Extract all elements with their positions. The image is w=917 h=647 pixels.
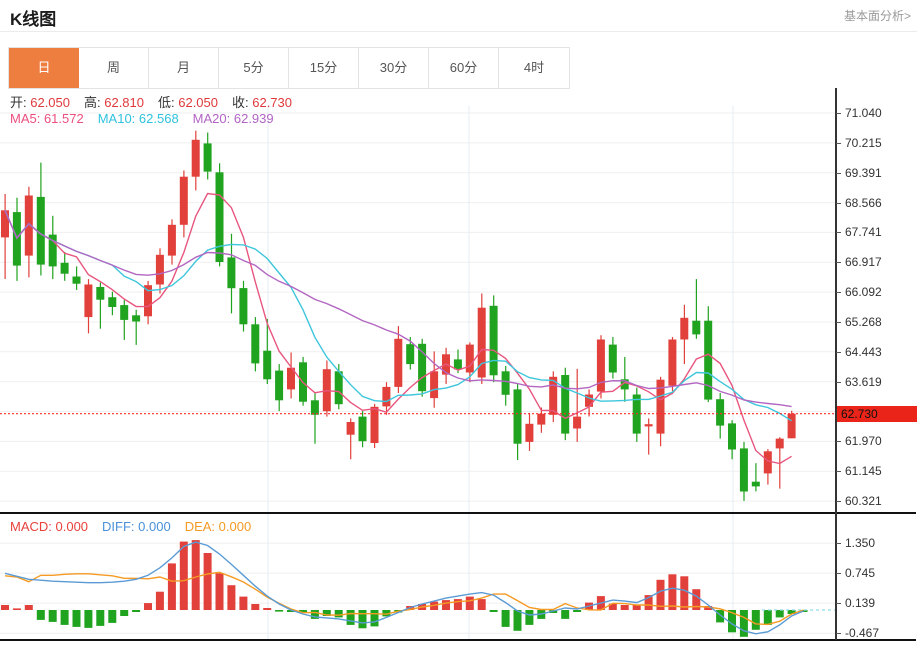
legend-item: MACD: 0.000 <box>10 519 89 534</box>
y-axis-label: -0.467 <box>845 626 880 640</box>
legend-item: 收: 62.730 <box>232 95 292 110</box>
axis-tick <box>836 292 841 293</box>
y-axis-label: 0.139 <box>845 596 876 610</box>
macd-legend: MACD: 0.000 DIFF: 0.000 DEA: 0.000 <box>10 519 265 534</box>
legend-item: MA20: 62.939 <box>192 111 274 126</box>
legend-item: 高: 62.810 <box>84 95 144 110</box>
y-axis-label: 60.321 <box>845 494 882 508</box>
axis-tick <box>836 352 841 353</box>
y-axis-label: 64.443 <box>845 345 882 359</box>
candlestick-chart[interactable] <box>0 88 836 512</box>
axis-tick <box>836 232 841 233</box>
ma-legend: MA5: 61.572 MA10: 62.568 MA20: 62.939 <box>10 111 288 126</box>
y-axis-label: 67.741 <box>845 225 882 239</box>
tab-15分[interactable]: 15分 <box>289 48 359 88</box>
axis-tick <box>836 262 841 263</box>
chart-bottom-border <box>0 639 916 641</box>
y-axis-label: 61.970 <box>845 434 882 448</box>
axis-tick <box>836 173 841 174</box>
legend-item: MA10: 62.568 <box>97 111 179 126</box>
y-axis-label: 68.566 <box>845 196 882 210</box>
panel-divider <box>0 512 916 514</box>
axis-tick <box>836 573 841 574</box>
tab-60分[interactable]: 60分 <box>429 48 499 88</box>
fundamental-analysis-link[interactable]: 基本面分析> <box>843 9 911 23</box>
period-tab-bar: 日周月 5分 15分 30分 60分 4时 <box>8 47 570 89</box>
legend-item: 开: 62.050 <box>10 95 70 110</box>
axis-tick <box>836 382 841 383</box>
tab-30分[interactable]: 30分 <box>359 48 429 88</box>
y-axis-line <box>835 88 837 640</box>
axis-tick <box>836 322 841 323</box>
axis-tick <box>836 203 841 204</box>
tab-周[interactable]: 周 <box>79 48 149 88</box>
y-axis-label: 65.268 <box>845 315 882 329</box>
page-title: K线图 <box>10 10 57 29</box>
axis-tick <box>836 471 841 472</box>
legend-item: 低: 62.050 <box>158 95 218 110</box>
y-axis-label: 63.619 <box>845 375 882 389</box>
y-axis-label: 1.350 <box>845 536 876 550</box>
axis-tick <box>836 543 841 544</box>
tab-5分[interactable]: 5分 <box>219 48 289 88</box>
axis-tick <box>836 603 841 604</box>
axis-tick <box>836 501 841 502</box>
tab-4时[interactable]: 4时 <box>499 48 569 88</box>
y-axis-label: 69.391 <box>845 166 882 180</box>
axis-tick <box>836 441 841 442</box>
y-axis-label: 70.215 <box>845 136 882 150</box>
header: K线图 基本面分析> <box>0 0 917 32</box>
legend-item: DEA: 0.000 <box>184 519 252 534</box>
y-axis-label: 71.040 <box>845 106 882 120</box>
current-price-tag: 62.730 <box>837 406 917 422</box>
y-axis-label: 61.145 <box>845 464 882 478</box>
ohlc-legend: 开: 62.050 高: 62.810 低: 62.050 收: 62.730 <box>10 92 306 111</box>
axis-tick <box>836 633 841 634</box>
y-axis-label: 66.092 <box>845 285 882 299</box>
tab-日[interactable]: 日 <box>9 48 79 88</box>
legend-item: DIFF: 0.000 <box>102 519 171 534</box>
axis-tick <box>836 143 841 144</box>
legend-item: MA5: 61.572 <box>10 111 84 126</box>
tab-月[interactable]: 月 <box>149 48 219 88</box>
macd-chart[interactable] <box>0 514 836 639</box>
y-axis-label: 66.917 <box>845 255 882 269</box>
y-axis-label: 0.745 <box>845 566 876 580</box>
axis-tick <box>836 113 841 114</box>
